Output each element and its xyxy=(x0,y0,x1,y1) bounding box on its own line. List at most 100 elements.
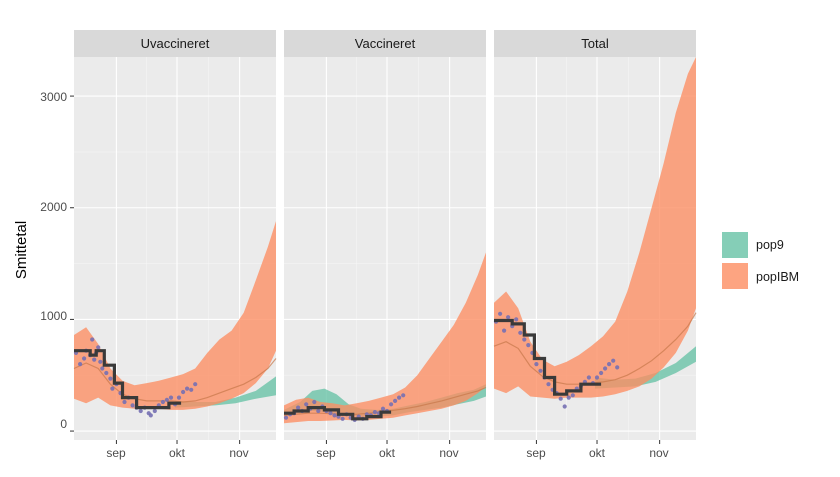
x-tick-label-nov: nov xyxy=(439,446,458,460)
observed-point xyxy=(594,375,600,380)
observed-point xyxy=(332,413,337,418)
facet-strip xyxy=(284,30,486,57)
facet-vaccineret: Vaccineret sep okt nov xyxy=(283,30,487,460)
observed-point xyxy=(130,403,135,408)
observed-point xyxy=(611,358,616,363)
observed-point xyxy=(506,315,511,320)
observed-point xyxy=(96,345,101,350)
facet-title: Vaccineret xyxy=(355,36,416,51)
observed-point xyxy=(615,365,620,370)
observed-point xyxy=(168,395,174,400)
observed-point xyxy=(562,404,567,409)
observed-point xyxy=(522,337,527,342)
observed-point xyxy=(502,328,507,333)
popibm-median-line xyxy=(493,312,697,385)
observed-point xyxy=(566,395,571,400)
facet-strip xyxy=(494,30,696,57)
popibm-band xyxy=(494,57,696,399)
y-tick-label-2000: 2000 xyxy=(40,200,67,214)
observed-point xyxy=(82,356,87,361)
observed-point xyxy=(160,399,165,405)
observed-point xyxy=(558,396,563,401)
observed-point xyxy=(104,370,109,376)
legend-key-pop9 xyxy=(722,232,748,258)
observed-point xyxy=(607,362,612,367)
panel-plot-area xyxy=(70,57,277,444)
y-tick-label-1000: 1000 xyxy=(40,309,67,323)
observed-step-line xyxy=(74,349,182,410)
observed-point xyxy=(526,343,531,348)
observed-point xyxy=(401,393,406,398)
observed-point xyxy=(92,357,97,362)
legend-label-pop9: pop9 xyxy=(756,238,784,252)
observed-point xyxy=(176,395,182,400)
x-tick-label-sep: sep xyxy=(106,446,126,460)
observed-point xyxy=(372,410,377,415)
y-axis-title: Smittetal xyxy=(13,221,30,279)
observed-point xyxy=(312,399,317,405)
observed-point xyxy=(98,359,103,364)
observed-point xyxy=(498,311,503,316)
observed-point xyxy=(393,398,398,403)
observed-point xyxy=(148,413,153,418)
observed-point xyxy=(328,411,333,416)
observed-point xyxy=(164,397,169,402)
observed-point xyxy=(100,366,105,371)
x-tick-label-sep: sep xyxy=(316,446,336,460)
x-tick-label-nov: nov xyxy=(229,446,248,460)
x-tick-label-okt: okt xyxy=(169,446,186,460)
observed-point xyxy=(283,415,289,420)
observed-point xyxy=(538,368,543,373)
observed-point xyxy=(152,408,157,414)
observed-point xyxy=(296,405,301,410)
x-tick-label-okt: okt xyxy=(379,446,396,460)
y-tick-label-0: 0 xyxy=(60,417,67,431)
facet-uvaccineret: Uvaccineret sep okt nov xyxy=(70,30,277,460)
observed-point xyxy=(340,416,345,421)
observed-point xyxy=(397,395,402,400)
panel-plot-area xyxy=(493,57,697,444)
x-tick-label-okt: okt xyxy=(589,446,606,460)
observed-point xyxy=(110,386,115,391)
observed-point xyxy=(122,399,127,405)
facet-title: Uvaccineret xyxy=(141,36,210,51)
observed-point xyxy=(389,402,394,407)
popibm-band xyxy=(74,221,276,410)
observed-point xyxy=(78,362,83,367)
observed-point xyxy=(518,330,523,335)
legend-key-popibm xyxy=(722,263,748,289)
legend: pop9 popIBM xyxy=(722,232,799,289)
observed-point xyxy=(380,406,386,411)
popibm-band xyxy=(284,252,486,424)
facet-strip xyxy=(74,30,276,57)
legend-label-popibm: popIBM xyxy=(756,270,799,284)
observed-step-line xyxy=(284,406,392,421)
observed-point xyxy=(599,370,604,376)
observed-step-line xyxy=(494,318,602,396)
facet-total: Total sep okt nov xyxy=(493,30,697,460)
x-tick-label-nov: nov xyxy=(649,446,668,460)
observed-point xyxy=(570,393,575,398)
observed-point xyxy=(316,408,321,414)
observed-point xyxy=(185,386,190,391)
observed-point xyxy=(193,382,198,387)
panel-plot-area xyxy=(283,57,487,444)
popibm-median-line xyxy=(73,358,277,403)
facet-title: Total xyxy=(581,36,609,51)
observed-point xyxy=(546,382,551,387)
observed-point xyxy=(108,376,113,381)
pop9-band xyxy=(175,376,276,408)
y-axis: 3000 2000 1000 0 xyxy=(40,90,67,431)
x-tick-label-sep: sep xyxy=(526,446,546,460)
y-tick-label-3000: 3000 xyxy=(40,90,67,104)
observed-point xyxy=(138,408,143,414)
observed-point xyxy=(603,366,608,371)
observed-point xyxy=(304,402,309,407)
observed-point xyxy=(514,317,519,322)
observed-point xyxy=(189,387,194,392)
observed-point xyxy=(534,362,539,367)
observed-point xyxy=(586,375,592,380)
observed-point xyxy=(181,389,186,395)
observed-point xyxy=(90,337,95,342)
